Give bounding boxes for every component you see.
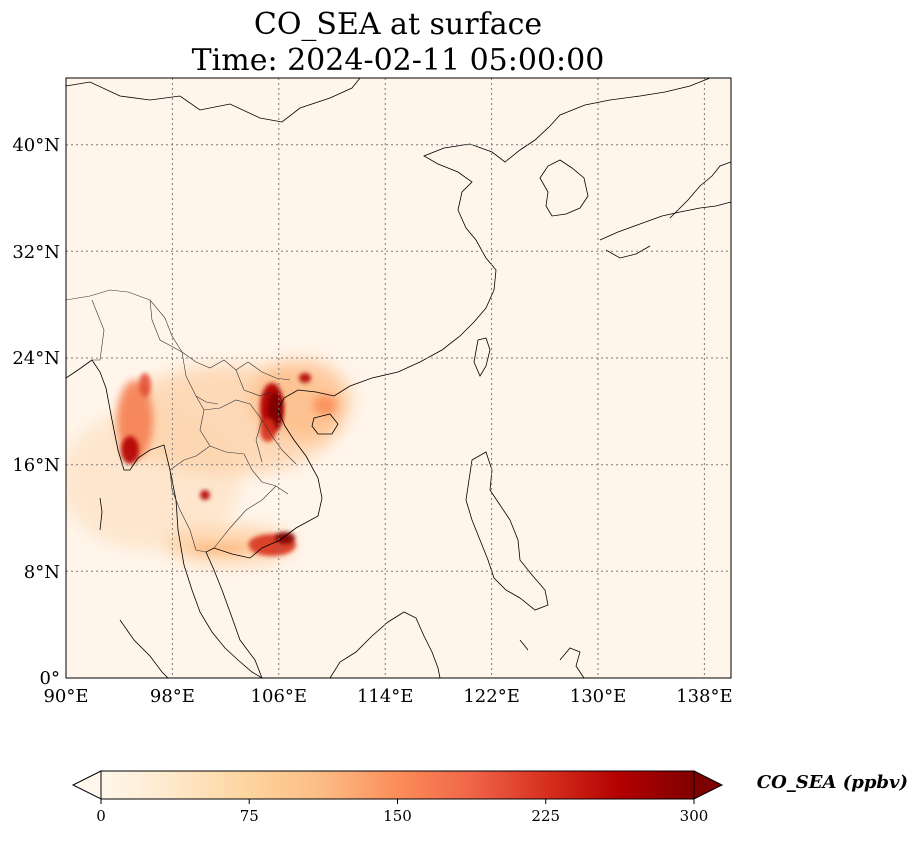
lon-tick-label: 106°E bbox=[251, 686, 308, 707]
colorbar: 0 75 150 225 300 CO_SEA (ppbv) bbox=[71, 770, 908, 825]
lon-tick-label: 98°E bbox=[150, 686, 195, 707]
lon-tick-label: 130°E bbox=[570, 686, 627, 707]
colorbar-tick-label: 225 bbox=[531, 807, 560, 825]
lon-tick-label: 90°E bbox=[43, 686, 88, 707]
country-borders bbox=[66, 289, 297, 553]
lat-tick-label: 8°N bbox=[24, 562, 60, 583]
lat-tick-label: 24°N bbox=[12, 348, 60, 369]
lon-tick-label: 138°E bbox=[676, 686, 733, 707]
title-line-1: CO_SEA at surface bbox=[254, 7, 542, 42]
colorbar-tick-label: 300 bbox=[680, 807, 709, 825]
lon-tick-label: 122°E bbox=[463, 686, 520, 707]
lat-tick-label: 0° bbox=[40, 668, 60, 689]
colorbar-min-extend bbox=[71, 770, 102, 800]
colorbar-gradient bbox=[101, 771, 694, 799]
colorbar-label: CO_SEA (ppbv) bbox=[757, 772, 908, 793]
lon-tick-labels: 90°E 98°E 106°E 114°E 122°E 130°E 138°E bbox=[43, 686, 732, 707]
colorbar-tick-marks bbox=[100, 799, 695, 804]
colorbar-max-extend bbox=[693, 770, 724, 800]
lat-tick-label: 40°N bbox=[12, 135, 60, 156]
lat-tick-labels: 40°N 32°N 24°N 16°N 8°N 0° bbox=[12, 135, 60, 689]
lat-tick-label: 16°N bbox=[12, 455, 60, 476]
lat-tick-label: 32°N bbox=[12, 242, 60, 263]
colorbar-tick-label: 150 bbox=[383, 807, 412, 825]
map-frame bbox=[65, 77, 732, 679]
gridlines bbox=[66, 78, 731, 678]
map-content bbox=[66, 78, 731, 678]
concentration-field bbox=[66, 360, 350, 565]
coastlines bbox=[66, 78, 731, 678]
colorbar-tick-label: 0 bbox=[96, 807, 106, 825]
lon-tick-label: 114°E bbox=[357, 686, 414, 707]
title-line-2: Time: 2024-02-11 05:00:00 bbox=[192, 43, 605, 78]
map-panel[interactable] bbox=[60, 77, 732, 679]
colorbar-tick-label: 75 bbox=[240, 807, 259, 825]
